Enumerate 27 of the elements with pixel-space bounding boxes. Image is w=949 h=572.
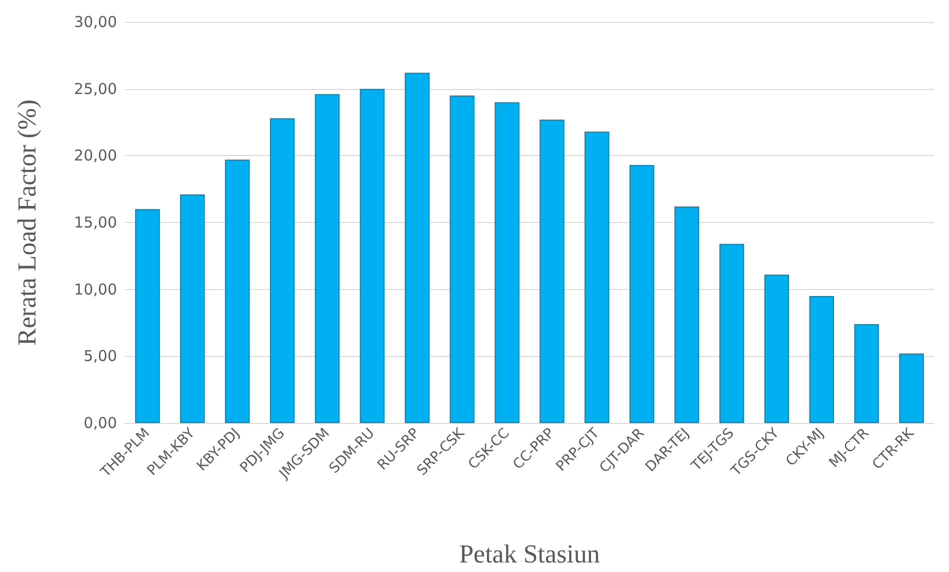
bar xyxy=(270,118,295,423)
bar xyxy=(180,194,205,423)
bar xyxy=(809,296,834,423)
y-axis-title: Rerata Load Factor (%) xyxy=(12,99,42,346)
bar xyxy=(314,94,340,423)
bar xyxy=(225,160,250,423)
bar xyxy=(899,353,924,423)
bar xyxy=(450,96,474,423)
x-axis-title: Petak Stasiun xyxy=(459,540,600,568)
bar xyxy=(674,206,700,423)
bar xyxy=(494,102,520,423)
bar xyxy=(360,88,385,423)
bar xyxy=(540,120,564,423)
bar xyxy=(764,274,790,423)
bar xyxy=(584,132,610,423)
bar xyxy=(135,209,160,423)
y-tick-label: 5,00 xyxy=(84,347,117,366)
bar xyxy=(404,72,430,423)
bar xyxy=(719,244,744,423)
y-tick-label: 10,00 xyxy=(74,280,117,298)
bar xyxy=(854,324,879,423)
y-tick-label: 30,00 xyxy=(74,13,117,31)
y-tick-label: 0,00 xyxy=(84,414,117,432)
y-tick-label: 20,00 xyxy=(74,146,117,165)
bar xyxy=(630,165,654,423)
y-tick-label: 15,00 xyxy=(74,214,117,232)
y-tick-label: 25,00 xyxy=(74,80,117,98)
